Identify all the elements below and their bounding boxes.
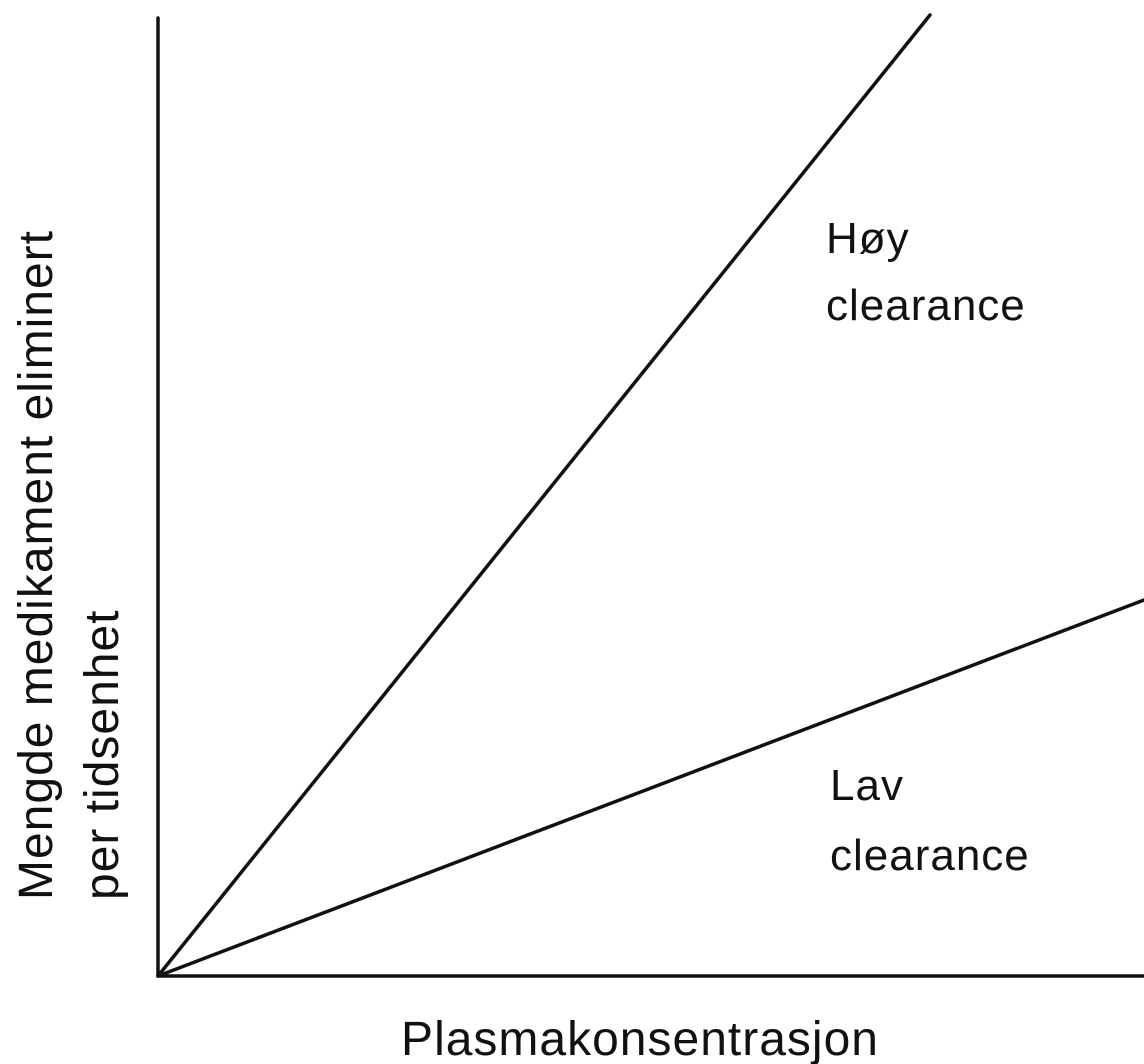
x-axis-label: Plasmakonsentrasjon (401, 1013, 879, 1064)
annotation: Lav (830, 761, 904, 810)
high-clearance-line (156, 13, 932, 978)
y-axis-label: Mengde medikament eliminert (10, 230, 63, 900)
annotation: clearance (826, 281, 1026, 330)
annotation: clearance (830, 831, 1030, 880)
annotation: Høy (826, 214, 910, 263)
low-clearance-line (156, 598, 1144, 978)
y-axis-label: per tidsenhet (76, 609, 129, 900)
